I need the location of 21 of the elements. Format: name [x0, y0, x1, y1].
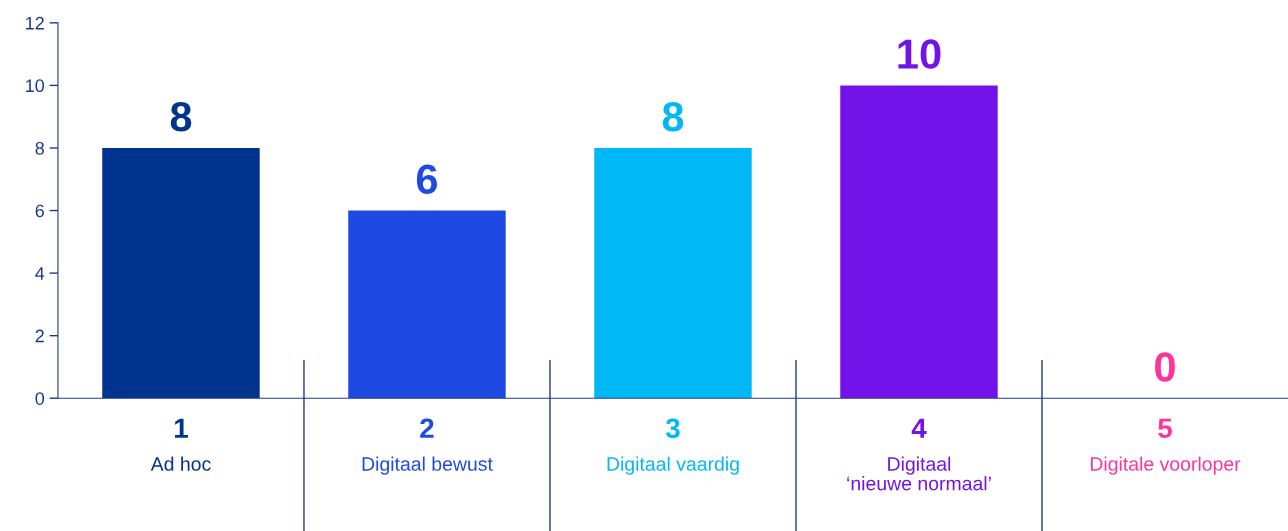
data-label: 8: [662, 101, 684, 132]
bar: [594, 147, 752, 399]
x-tick-label: 4 Digitaal ‘nieuwe normaal’: [847, 418, 991, 491]
bar: [348, 210, 506, 399]
y-tick-label: 4: [35, 267, 45, 280]
data-label: 10: [898, 39, 941, 69]
x-tick-label: 2 Digitaal bewust: [362, 418, 493, 475]
bar: [102, 147, 260, 399]
data-label: 8: [170, 101, 192, 132]
bar: [840, 85, 998, 399]
y-tick-label: 0: [35, 392, 45, 405]
y-tick-label: 12: [26, 16, 44, 30]
y-tick-label: 2: [35, 329, 44, 343]
y-tick-label: 6: [35, 204, 44, 218]
y-tick-label: 8: [35, 141, 44, 155]
x-tick-label: 3 Digitaal vaardig: [607, 418, 739, 475]
data-label: 6: [416, 164, 438, 194]
y-tick-label: 10: [26, 79, 45, 93]
data-label: 0: [1155, 352, 1175, 382]
x-tick-label: 5 Digitale voorloper: [1090, 418, 1241, 475]
x-tick-label: 1 Ad hoc: [150, 418, 211, 471]
